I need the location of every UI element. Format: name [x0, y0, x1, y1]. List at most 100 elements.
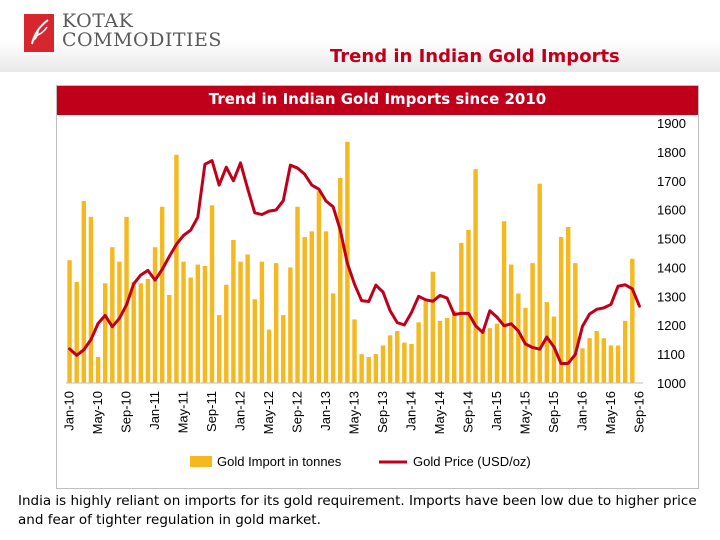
x-tick-label: May-13	[347, 391, 362, 434]
import-bar	[352, 319, 357, 383]
import-bar	[338, 177, 343, 383]
import-bar	[67, 260, 72, 383]
y-right-tick-label: 1100	[657, 347, 685, 362]
import-bar	[558, 237, 564, 383]
import-bar	[252, 299, 257, 383]
import-bar	[437, 320, 443, 383]
import-bar	[188, 277, 193, 383]
import-bar	[466, 229, 471, 383]
logo-text: KOTAK COMMODITIES	[62, 12, 222, 50]
import-bar	[580, 348, 585, 383]
import-bar	[216, 315, 222, 383]
import-bar	[231, 240, 236, 383]
import-bar	[102, 283, 108, 383]
y-right-tick-label: 1800	[657, 145, 686, 160]
x-tick-label: Jan-15	[489, 391, 504, 431]
import-bar	[288, 267, 293, 383]
import-bar	[202, 266, 208, 383]
x-tick-label: Jan-10	[62, 391, 77, 431]
import-bar	[145, 279, 151, 383]
import-bar	[124, 216, 129, 383]
import-bar	[423, 300, 428, 383]
import-bar	[487, 328, 493, 383]
import-bar	[330, 293, 336, 383]
import-bar	[587, 338, 592, 383]
x-tick-label: May-10	[90, 391, 105, 434]
x-tick-label: May-11	[176, 391, 191, 433]
y-right-tick-label: 1000	[657, 376, 686, 391]
leaf-logo-icon	[24, 14, 54, 52]
gold-imports-chart: 0204060801001201401601801000110012001300…	[62, 116, 686, 469]
x-tick-label: Jan-13	[318, 391, 333, 431]
x-tick-label: Sep-10	[119, 391, 134, 433]
x-tick-label: May-12	[261, 391, 276, 434]
import-bar	[395, 331, 400, 383]
import-bar	[259, 261, 265, 383]
import-bar	[74, 281, 79, 383]
y-right-tick-label: 1300	[657, 289, 686, 304]
import-bar	[430, 271, 436, 383]
import-bar	[302, 237, 307, 383]
import-bar	[266, 329, 272, 383]
import-bar	[181, 261, 186, 383]
legend-bar-swatch	[190, 456, 212, 467]
caption-text: India is highly reliant on imports for i…	[18, 493, 697, 528]
import-bar	[373, 354, 379, 383]
import-bar	[594, 331, 599, 383]
x-tick-label: Jan-12	[233, 391, 248, 431]
chart-title: Trend in Indian Gold Imports since 2010	[208, 90, 547, 108]
import-bar	[95, 357, 101, 383]
import-bar	[81, 201, 87, 383]
import-bar	[195, 264, 200, 383]
import-bar	[452, 310, 457, 383]
import-bar	[494, 323, 500, 383]
import-bar	[622, 320, 628, 383]
import-bar	[566, 227, 571, 383]
legend-bar-label: Gold Import in tonnes	[217, 454, 342, 469]
import-bar	[167, 294, 172, 383]
x-tick-label: May-15	[517, 391, 532, 434]
import-bar	[573, 263, 578, 383]
x-tick-label: Sep-15	[546, 391, 561, 433]
logo-line-1: KOTAK	[62, 10, 134, 32]
import-bar	[281, 315, 286, 383]
import-bar	[608, 345, 614, 383]
kotak-commodities-logo: KOTAK COMMODITIES	[24, 12, 244, 56]
import-bar	[316, 190, 322, 383]
import-bar	[366, 357, 371, 383]
y-right-tick-label: 1700	[657, 174, 686, 189]
import-bar	[537, 183, 542, 383]
x-tick-label: May-16	[603, 391, 618, 434]
import-bar	[295, 206, 300, 383]
import-bar	[88, 216, 94, 383]
chart-frame: Trend in Indian Gold Imports since 2010 …	[56, 85, 699, 489]
y-right-tick-label: 1600	[657, 203, 686, 218]
import-bar	[224, 284, 229, 383]
import-bar	[402, 342, 407, 383]
x-tick-label: Sep-11	[204, 391, 219, 432]
import-bar	[615, 345, 621, 383]
import-bar	[323, 231, 329, 383]
y-right-tick-label: 1400	[657, 260, 686, 275]
import-bar	[238, 261, 243, 383]
import-bar	[380, 345, 386, 383]
x-tick-label: Jan-16	[574, 391, 589, 431]
x-tick-label: Jan-14	[403, 391, 418, 431]
import-bar	[273, 263, 279, 383]
import-bar	[501, 221, 507, 383]
import-bar	[630, 258, 635, 383]
import-bar	[309, 231, 314, 383]
y-right-tick-label: 1500	[657, 232, 686, 247]
x-tick-label: Sep-14	[460, 391, 475, 433]
y-right-tick-label: 1200	[657, 318, 686, 333]
import-bar	[159, 206, 165, 383]
import-bar	[444, 318, 450, 383]
y-right-tick-label: 1900	[657, 116, 686, 131]
import-bar	[387, 335, 393, 383]
gold-price-line	[68, 159, 641, 366]
import-bar	[544, 302, 550, 383]
import-bar	[359, 354, 364, 383]
import-bar	[138, 283, 144, 383]
import-bar	[117, 261, 122, 383]
x-tick-label: Sep-12	[290, 391, 305, 433]
